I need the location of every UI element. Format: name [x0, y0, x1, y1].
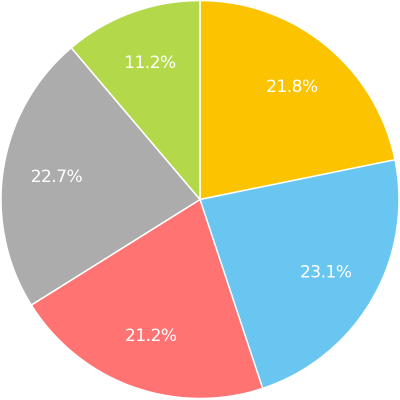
pie-slice [70, 0, 201, 202]
data-label: 21.2% [125, 326, 177, 346]
data-label: 21.8% [266, 77, 318, 97]
pie-slice [0, 46, 202, 307]
data-label: 22.7% [31, 167, 83, 187]
pie-slice [30, 198, 264, 400]
data-label: 11.2% [124, 53, 176, 73]
pie-slice [199, 158, 400, 390]
pie-slice [199, 0, 396, 201]
data-label: 23.1% [300, 262, 352, 282]
